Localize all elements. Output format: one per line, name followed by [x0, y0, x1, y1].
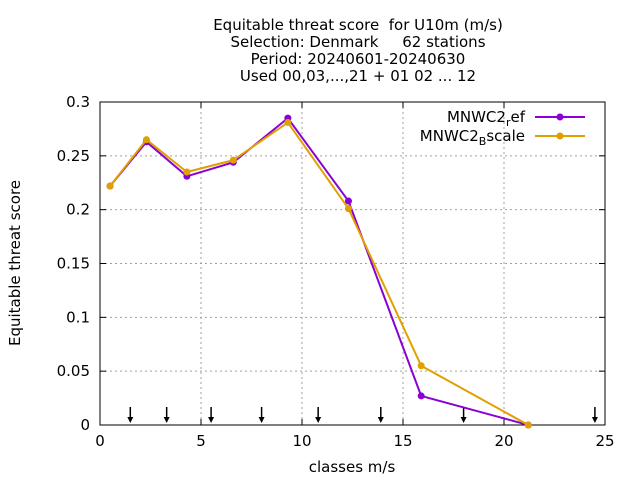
series-line-1: [109, 121, 529, 426]
y-tick-label: 0.2: [66, 201, 90, 219]
down-arrow-icon: [315, 407, 322, 423]
title-line: Used 00,03,...,21 + 01 02 ... 12: [240, 67, 476, 85]
y-tick-label: 0.15: [57, 255, 90, 273]
y-axis-label: Equitable threat score: [6, 180, 24, 346]
down-arrow-icon: [258, 407, 265, 423]
data-point: [417, 362, 425, 370]
down-arrow-icon: [208, 407, 215, 423]
data-point: [344, 205, 352, 213]
title-line: Period: 20240601-20240630: [251, 50, 466, 68]
x-tick-label: 0: [95, 432, 105, 450]
down-arrow-icon: [127, 407, 134, 423]
y-tick-label: 0.3: [66, 93, 90, 111]
legend-swatch-point: [556, 132, 564, 140]
legend-label: MNWC2Bscale: [420, 127, 525, 148]
down-arrow-icon: [460, 407, 467, 423]
data-point: [183, 168, 191, 176]
plot-frame: [99, 101, 606, 426]
data-point: [284, 118, 292, 126]
legend-entry-0: MNWC2ref: [447, 108, 585, 129]
data-point: [229, 156, 237, 164]
y-tick-label: 0.1: [66, 308, 90, 326]
x-tick-label: 5: [196, 432, 206, 450]
legend-label: MNWC2ref: [447, 108, 526, 129]
series-line-0: [109, 116, 529, 426]
y-tick-label: 0.25: [57, 147, 90, 165]
data-point: [106, 182, 114, 190]
title-line: Selection: Denmark 62 stations: [230, 33, 485, 51]
down-arrow-icon: [163, 407, 170, 423]
down-arrow-icon: [591, 407, 598, 423]
x-tick-label: 20: [494, 432, 513, 450]
legend-swatch-point: [556, 113, 564, 121]
data-point: [417, 392, 425, 400]
x-tick-label: 25: [595, 432, 614, 450]
legend-entry-1: MNWC2Bscale: [420, 127, 585, 148]
x-axis-label: classes m/s: [309, 458, 396, 476]
y-tick-label: 0: [80, 416, 90, 434]
axis-ticks: 0 5 10 15 20 25 0 0.05 0.1 0.15 0.2 0.25 0.3: [57, 93, 615, 450]
class-arrows: [127, 407, 598, 423]
data-point: [142, 136, 150, 144]
x-tick-label: 10: [292, 432, 311, 450]
data-point: [524, 421, 532, 429]
down-arrow-icon: [377, 407, 384, 423]
y-tick-label: 0.05: [57, 362, 90, 380]
data-point: [344, 197, 352, 205]
series: [106, 114, 532, 429]
title-line: Equitable threat score for U10m (m/s): [213, 16, 503, 34]
chart-title: Equitable threat score for U10m (m/s)Sel…: [213, 16, 503, 85]
x-tick-label: 15: [393, 432, 412, 450]
grid: [100, 102, 605, 425]
